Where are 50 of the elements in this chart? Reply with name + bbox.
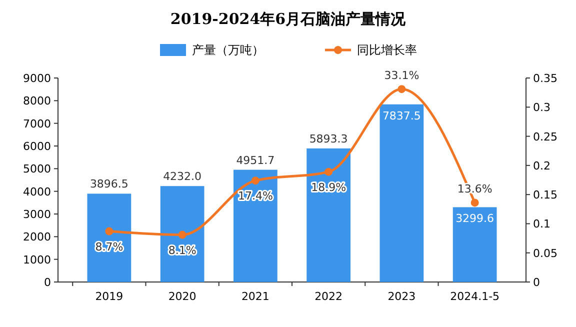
bar [160, 186, 204, 282]
y-tick-label: 9000 [23, 72, 51, 85]
point [251, 176, 260, 185]
data-label: 4232.0 [163, 170, 202, 184]
y2-tick-label: 0.1 [533, 218, 550, 231]
data-label: 4951.7 [236, 154, 275, 167]
point [324, 168, 333, 176]
bar [87, 194, 132, 282]
data-label: 18.9% [311, 180, 346, 194]
y-tick-label: 5000 [23, 162, 51, 176]
x-tick-label: 2020 [168, 290, 196, 303]
y-tick-label: 6000 [23, 140, 51, 153]
y2-tick-label: 0.25 [533, 130, 558, 144]
data-label: 3896.5 [90, 178, 128, 191]
bar [234, 170, 278, 282]
y2-tick-label: 0.35 [533, 72, 558, 85]
data-label: 8.7% [95, 240, 124, 254]
legend-label: 产量（万吨） [192, 43, 264, 57]
y-tick-label: 2000 [23, 230, 51, 244]
y2-tick-label: 0.05 [533, 246, 558, 260]
x-tick-label: 2019 [95, 290, 124, 303]
data-label: 8.1% [168, 244, 196, 257]
bar [452, 207, 497, 282]
legend-label: 同比增长率 [357, 43, 417, 57]
y2-tick-label: 0.2 [533, 159, 550, 172]
y-tick-label: 1000 [23, 253, 51, 266]
y-tick-label: 7000 [23, 117, 51, 130]
point [470, 198, 479, 207]
y-tick-label: 3000 [23, 208, 51, 221]
x-tick-label: 2022 [314, 290, 343, 303]
y2-tick-label: 0.15 [533, 188, 558, 202]
x-tick-label: 2023 [388, 290, 416, 303]
y-tick-label: 0 [44, 276, 51, 289]
data-label: 5893.3 [309, 132, 348, 146]
data-label: 17.4% [238, 190, 273, 203]
y-tick-label: 4000 [23, 185, 51, 198]
data-label: 3299.6 [456, 212, 494, 226]
point [398, 85, 406, 94]
chart-title: 2019-2024年6月石脑油产量情况 [170, 10, 407, 28]
point [105, 227, 114, 236]
bar [380, 104, 424, 282]
x-tick-label: 2024.1-5 [450, 290, 500, 303]
y-tick-label: 8000 [23, 94, 51, 108]
point [178, 230, 186, 239]
x-tick-label: 2021 [241, 290, 270, 303]
y2-tick-label: 0.3 [533, 101, 550, 114]
y2-tick-label: 0 [533, 276, 540, 289]
bar [306, 148, 350, 282]
data-label: 7837.5 [382, 109, 421, 122]
data-label: 33.1% [384, 69, 420, 82]
